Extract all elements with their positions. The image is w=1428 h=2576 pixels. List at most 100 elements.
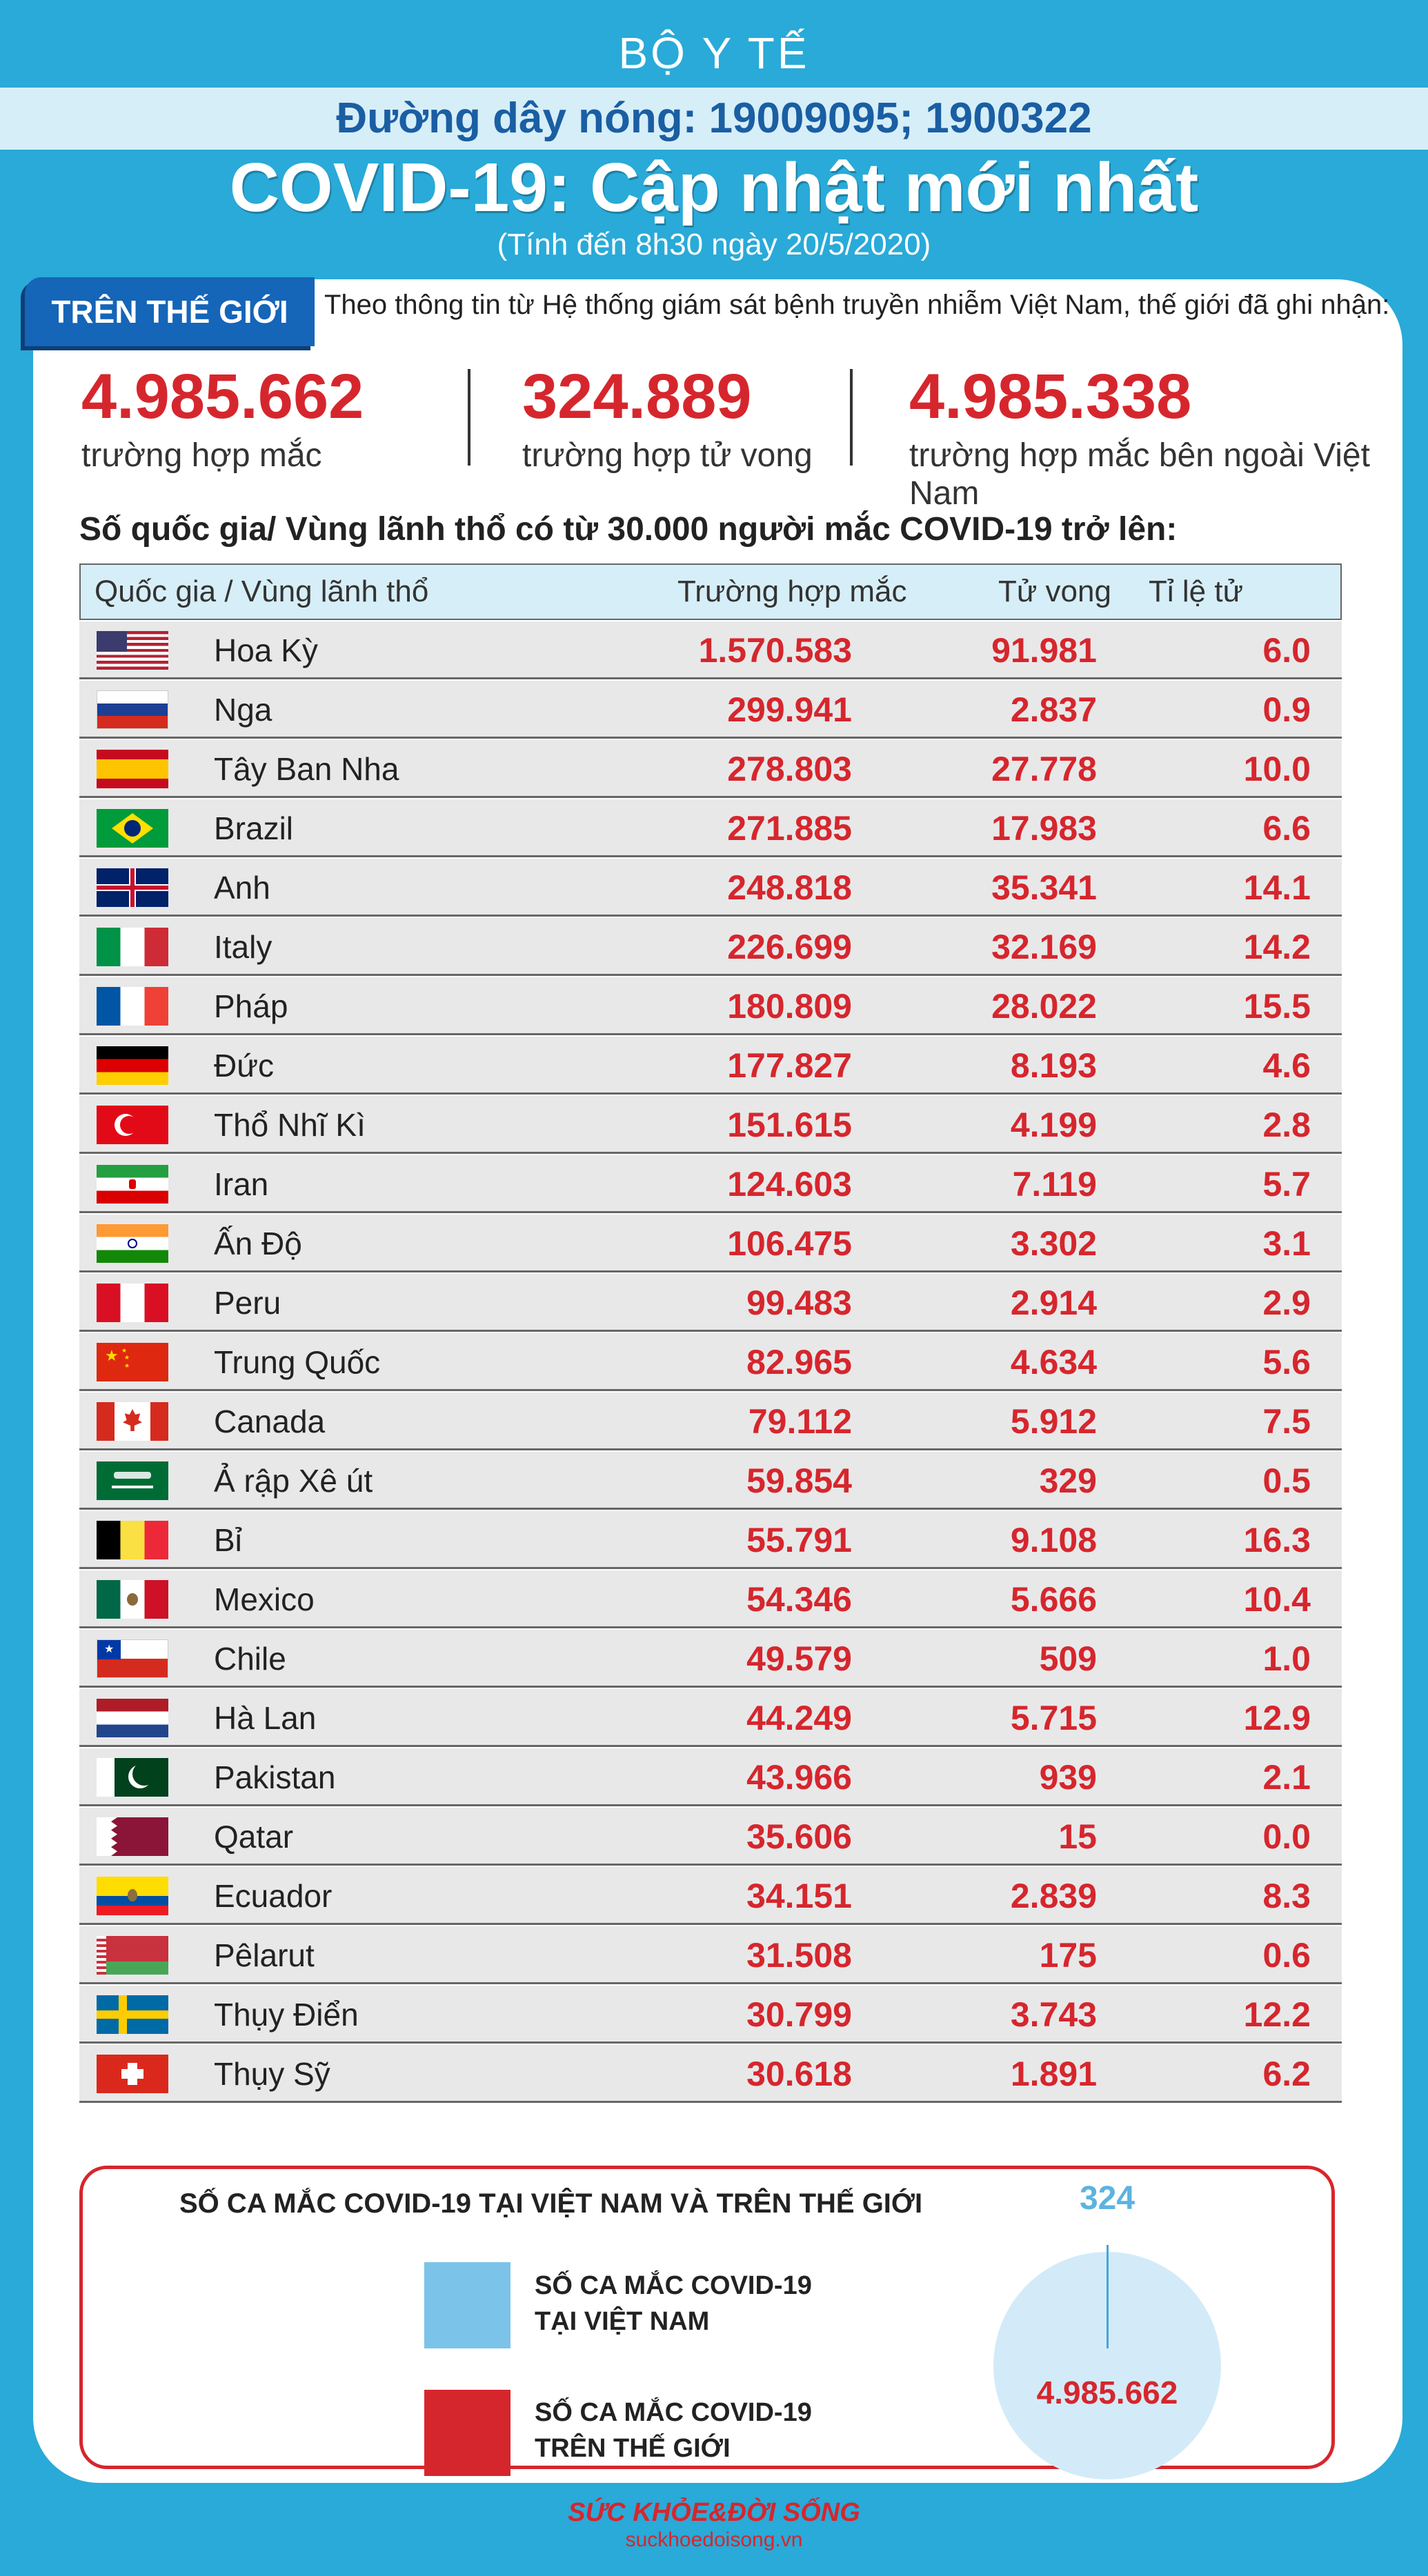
flag-de-icon: [97, 1046, 168, 1085]
fatality-rate-value: 5.6: [1262, 1343, 1311, 1381]
cases-value: 299.941: [727, 690, 852, 729]
fatality-rate-value: 16.3: [1243, 1521, 1311, 1559]
cases-value: 34.151: [746, 1877, 852, 1915]
world-tag: TRÊN THẾ GIỚI: [25, 277, 315, 346]
footer-url[interactable]: suckhoedoisong.vn: [625, 2528, 803, 2551]
country-name: Hoa Kỳ: [214, 632, 318, 668]
fatality-rate-value: 2.9: [1262, 1284, 1311, 1322]
fatality-rate-value: 5.7: [1262, 1165, 1311, 1204]
deaths-value: 1.891: [1010, 2055, 1097, 2093]
country-name: Bỉ: [214, 1522, 242, 1558]
deaths-value: 27.778: [991, 750, 1097, 788]
table-row: Pakistan 43.966 939 2.1: [79, 1747, 1342, 1806]
fatality-rate-value: 7.5: [1262, 1402, 1311, 1441]
deaths-value: 5.912: [1010, 1402, 1097, 1441]
flag-ch-icon: [97, 2055, 168, 2093]
deaths-value: 35.341: [991, 868, 1097, 907]
table-row: Ecuador 34.151 2.839 8.3: [79, 1866, 1342, 1925]
table-row: Ả rập Xê út 59.854 329 0.5: [79, 1450, 1342, 1510]
deaths-value: 4.199: [1010, 1106, 1097, 1144]
deaths-value: 4.634: [1010, 1343, 1097, 1381]
flag-ir-icon: [97, 1165, 168, 1204]
country-name: Canada: [214, 1404, 326, 1439]
fatality-rate-value: 3.1: [1262, 1224, 1311, 1263]
flag-gb-icon: [97, 868, 168, 907]
deaths-value: 91.981: [991, 631, 1097, 670]
table-row: Hoa Kỳ 1.570.583 91.981 6.0: [79, 620, 1342, 679]
legend-vietnam-line1: SỐ CA MẮC COVID-19: [535, 2271, 812, 2300]
flag-be-icon: [97, 1521, 168, 1559]
fatality-rate-value: 12.9: [1243, 1699, 1311, 1737]
deaths-value: 17.983: [991, 809, 1097, 848]
cases-value: 30.618: [746, 2055, 852, 2093]
legend-label-world: SỐ CA MẮC COVID-19 TRÊN THẾ GIỚI: [535, 2395, 812, 2466]
flag-ca-icon: [97, 1402, 168, 1441]
fatality-rate-value: 0.9: [1262, 690, 1311, 729]
cases-value: 278.803: [727, 750, 852, 788]
country-name: Pakistan: [214, 1759, 336, 1795]
fatality-rate-value: 14.1: [1243, 868, 1311, 907]
country-name: Mexico: [214, 1581, 315, 1617]
cases-value: 99.483: [746, 1284, 852, 1322]
deaths-value: 3.302: [1010, 1224, 1097, 1263]
cases-value: 180.809: [727, 987, 852, 1026]
legend-swatch-vietnam: [424, 2262, 510, 2348]
flag-fr-icon: [97, 987, 168, 1026]
pie-label-world: 4.985.662: [1036, 2375, 1178, 2410]
table-row: Hà Lan 44.249 5.715 12.9: [79, 1688, 1342, 1747]
cases-value: 106.475: [727, 1224, 852, 1263]
fatality-rate-value: 2.1: [1262, 1758, 1311, 1797]
country-name: Pêlarut: [214, 1937, 315, 1973]
flag-se-icon: [97, 1995, 168, 2034]
fatality-rate-value: 0.0: [1262, 1817, 1311, 1856]
flag-br-icon: [97, 809, 168, 848]
legend-world-line1: SỐ CA MẮC COVID-19: [535, 2398, 812, 2427]
fatality-rate-value: 0.6: [1262, 1936, 1311, 1975]
stat-outside-label: trường hợp mắc bên ngoài Việt Nam: [909, 437, 1370, 512]
deaths-value: 5.715: [1010, 1699, 1097, 1737]
table-header: Quốc gia / Vùng lãnh thổ Trường hợp mắc …: [79, 563, 1342, 662]
flag-nl-icon: [97, 1699, 168, 1737]
flag-pe-icon: [97, 1284, 168, 1322]
fatality-rate-value: 2.8: [1262, 1106, 1311, 1144]
country-name: Đức: [214, 1048, 275, 1084]
flag-qa-icon: [97, 1817, 168, 1856]
cases-value: 31.508: [746, 1936, 852, 1975]
country-name: Anh: [214, 870, 270, 906]
stat-divider: [468, 369, 470, 466]
flag-tr-icon: [97, 1106, 168, 1144]
country-name: Peru: [214, 1285, 281, 1321]
cases-value: 226.699: [727, 928, 852, 966]
table-row: Thụy Sỹ 30.618 1.891 6.2: [79, 2044, 1342, 2103]
cases-value: 44.249: [746, 1699, 852, 1737]
cases-value: 1.570.583: [698, 631, 852, 670]
fatality-rate-value: 15.5: [1243, 987, 1311, 1026]
deaths-value: 8.193: [1010, 1046, 1097, 1085]
flag-by-icon: [97, 1936, 168, 1975]
flag-ru-icon: [97, 690, 168, 729]
countries-table: Quốc gia / Vùng lãnh thổ Trường hợp mắc …: [79, 563, 1342, 2103]
table-row: Đức 177.827 8.193 4.6: [79, 1035, 1342, 1095]
cases-value: 49.579: [746, 1639, 852, 1678]
page-title: COVID-19: Cập nhật mới nhất: [229, 149, 1199, 226]
fatality-rate-value: 0.5: [1262, 1461, 1311, 1500]
table-row: Thụy Điển 30.799 3.743 12.2: [79, 1984, 1342, 2044]
country-name: Chile: [214, 1641, 286, 1677]
deaths-value: 3.743: [1010, 1995, 1097, 2034]
cases-value: 59.854: [746, 1461, 852, 1500]
table-row: Peru 99.483 2.914 2.9: [79, 1272, 1342, 1332]
flag-cl-icon: ★: [97, 1639, 168, 1678]
flag-in-icon: [97, 1224, 168, 1263]
deaths-value: 2.837: [1010, 690, 1097, 729]
fatality-rate-value: 4.6: [1262, 1046, 1311, 1085]
country-name: Thụy Sỹ: [214, 2056, 330, 2092]
fatality-rate-value: 12.2: [1243, 1995, 1311, 2034]
flag-sa-icon: [97, 1461, 168, 1500]
deaths-value: 5.666: [1010, 1580, 1097, 1619]
stat-cases-value: 4.985.662: [81, 361, 364, 432]
cases-value: 79.112: [748, 1402, 852, 1441]
cases-value: 54.346: [746, 1580, 852, 1619]
world-intro: Theo thông tin từ Hệ thống giám sát bệnh…: [324, 290, 1390, 320]
deaths-value: 15: [1058, 1817, 1097, 1856]
ministry-label: BỘ Y TẾ: [618, 28, 810, 78]
